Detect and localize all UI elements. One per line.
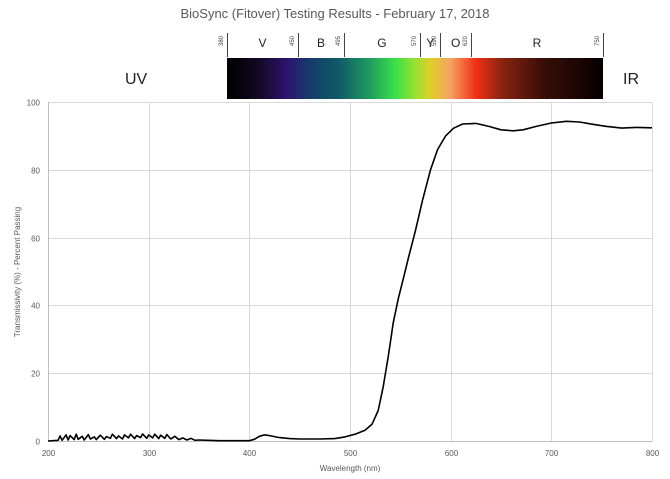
x-tick-label: 600 <box>445 449 459 458</box>
y-tick-label: 20 <box>31 370 40 379</box>
x-axis-title: Wavelength (nm) <box>320 464 381 473</box>
y-tick-label: 0 <box>36 438 41 447</box>
band-boundary-tick <box>420 33 421 57</box>
band-boundary-tick <box>227 33 228 57</box>
band-boundary-tick <box>471 33 472 57</box>
x-tick-label: 700 <box>545 449 559 458</box>
band-boundary-tick <box>603 33 604 57</box>
band-boundary-tick <box>344 33 345 57</box>
visible-spectrum-bar <box>227 58 603 99</box>
x-tick-label: 300 <box>143 449 157 458</box>
transmissivity-line <box>47 120 653 442</box>
band-label-r: R <box>532 36 542 50</box>
band-label-b: B <box>316 36 326 50</box>
ir-region-label: IR <box>623 71 639 88</box>
band-label-y: Y <box>426 36 435 50</box>
x-tick-label: 800 <box>646 449 660 458</box>
x-tick-label: 400 <box>243 449 257 458</box>
y-axis-title: Transmissivity (%) - Percent Passing <box>13 207 22 337</box>
band-label-g: G <box>377 36 387 50</box>
x-tick-label: 200 <box>42 449 56 458</box>
chart-title: BioSync (Fitover) Testing Results - Febr… <box>180 6 490 21</box>
band-boundary-tick <box>298 33 299 57</box>
band-label-o: O <box>450 36 461 50</box>
uv-region-label: UV <box>125 71 148 88</box>
gridlines <box>48 102 653 442</box>
band-label-v: V <box>258 36 267 50</box>
y-tick-label: 100 <box>27 99 41 108</box>
band-boundary-tick <box>440 33 441 57</box>
axis-ticks: 0 20 40 60 80 100 200 300 400 500 600 700 800 <box>27 99 660 459</box>
y-tick-label: 60 <box>31 235 40 244</box>
y-tick-label: 40 <box>31 302 40 311</box>
x-tick-label: 500 <box>344 449 358 458</box>
y-tick-label: 80 <box>31 167 40 176</box>
